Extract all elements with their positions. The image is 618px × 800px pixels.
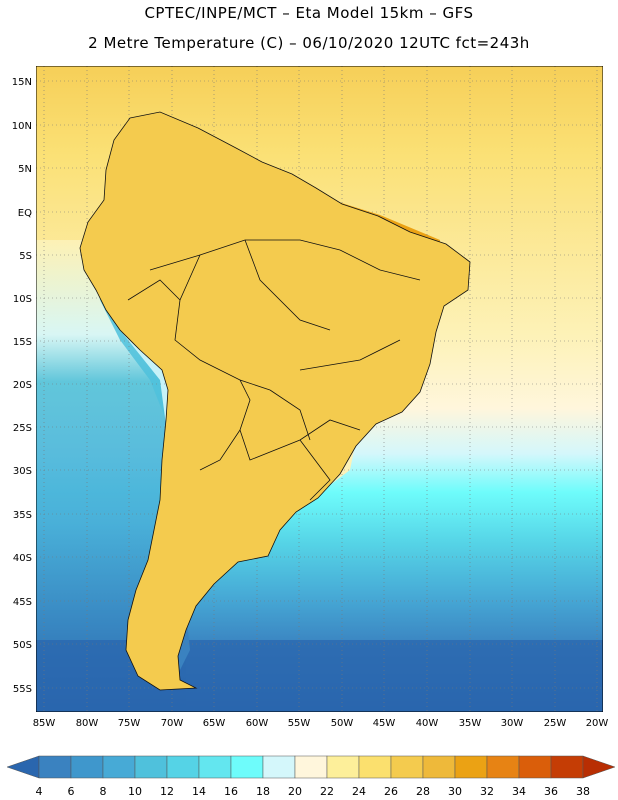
- colorbar-label: 36: [544, 785, 558, 798]
- colorbar-label: 16: [224, 785, 238, 798]
- colorbar-segment: [550, 755, 584, 779]
- lon-label: 35W: [459, 718, 482, 729]
- lon-label: 75W: [118, 718, 141, 729]
- colorbar: [6, 755, 616, 779]
- colorbar-label: 24: [352, 785, 366, 798]
- lon-label: 60W: [246, 718, 269, 729]
- colorbar-label: 6: [68, 785, 75, 798]
- country-borders: [79, 111, 471, 691]
- colorbar-label: 14: [192, 785, 206, 798]
- colorbar-segment: [326, 755, 360, 779]
- colorbar-arrow-high: [582, 755, 616, 779]
- longitude-labels: 85W 80W 75W 70W 65W 60W 55W 50W 45W 40W …: [33, 718, 609, 729]
- latitude-labels: 15N 10N 5N EQ 5S 10S 15S 20S 25S 30S 35S…: [12, 77, 32, 695]
- colorbar-label: 10: [128, 785, 142, 798]
- lon-label: 80W: [76, 718, 99, 729]
- colorbar-segment: [102, 755, 136, 779]
- colorbar-label: 28: [416, 785, 430, 798]
- lon-label: 65W: [203, 718, 226, 729]
- lon-label: 85W: [33, 718, 56, 729]
- colorbar-segment: [518, 755, 552, 779]
- colorbar-segment: [486, 755, 520, 779]
- lat-label: 5N: [18, 164, 32, 175]
- colorbar-segment: [198, 755, 232, 779]
- colorbar-label: 8: [100, 785, 107, 798]
- colorbar-label: 18: [256, 785, 270, 798]
- colorbar-segment: [358, 755, 392, 779]
- colorbar-label: 30: [448, 785, 462, 798]
- colorbar-label: 34: [512, 785, 526, 798]
- colorbar-segment: [454, 755, 488, 779]
- lat-label: 5S: [19, 251, 32, 262]
- gridlines: [36, 66, 603, 712]
- lat-label: 35S: [13, 510, 32, 521]
- lat-label: 45S: [13, 597, 32, 608]
- lon-label: 45W: [373, 718, 396, 729]
- lon-label: 70W: [161, 718, 184, 729]
- lat-label: 50S: [13, 640, 32, 651]
- colorbar-arrow-low: [6, 755, 40, 779]
- lon-label: 50W: [331, 718, 354, 729]
- colorbar-segment: [70, 755, 104, 779]
- colorbar-label: 4: [36, 785, 43, 798]
- colorbar-label: 12: [160, 785, 174, 798]
- colorbar-segment: [38, 755, 72, 779]
- lat-label: 15N: [12, 77, 32, 88]
- lat-label: 30S: [13, 466, 32, 477]
- lat-label: 20S: [13, 380, 32, 391]
- lat-label: 15S: [13, 337, 32, 348]
- lat-label: 10N: [12, 121, 32, 132]
- lat-label: 40S: [13, 553, 32, 564]
- colorbar-segment: [230, 755, 264, 779]
- colorbar-segment: [390, 755, 424, 779]
- colorbar-label: 32: [480, 785, 494, 798]
- lat-label: 55S: [13, 684, 32, 695]
- southern-ocean-field: [36, 640, 603, 712]
- lon-label: 30W: [501, 718, 524, 729]
- lon-label: 40W: [416, 718, 439, 729]
- chart-title-line-2: 2 Metre Temperature (C) – 06/10/2020 12U…: [88, 34, 530, 52]
- colorbar-segment: [262, 755, 296, 779]
- colorbar-segment: [166, 755, 200, 779]
- colorbar-label: 38: [576, 785, 590, 798]
- lat-label: EQ: [18, 208, 32, 219]
- colorbar-label: 20: [288, 785, 302, 798]
- lon-label: 55W: [288, 718, 311, 729]
- lat-label: 25S: [13, 423, 32, 434]
- lon-label: 25W: [544, 718, 567, 729]
- colorbar-segment: [134, 755, 168, 779]
- colorbar-segment: [294, 755, 328, 779]
- lat-label: 10S: [13, 294, 32, 305]
- colorbar-label: 22: [320, 785, 334, 798]
- colorbar-label: 26: [384, 785, 398, 798]
- lon-label: 20W: [586, 718, 609, 729]
- colorbar-segment: [422, 755, 456, 779]
- chart-title-line-1: CPTEC/INPE/MCT – Eta Model 15km – GFS: [144, 4, 474, 22]
- colorbar-labels: 4 6 8 10 12 14 16 18 20 22 24 26 28 30 3…: [36, 785, 591, 798]
